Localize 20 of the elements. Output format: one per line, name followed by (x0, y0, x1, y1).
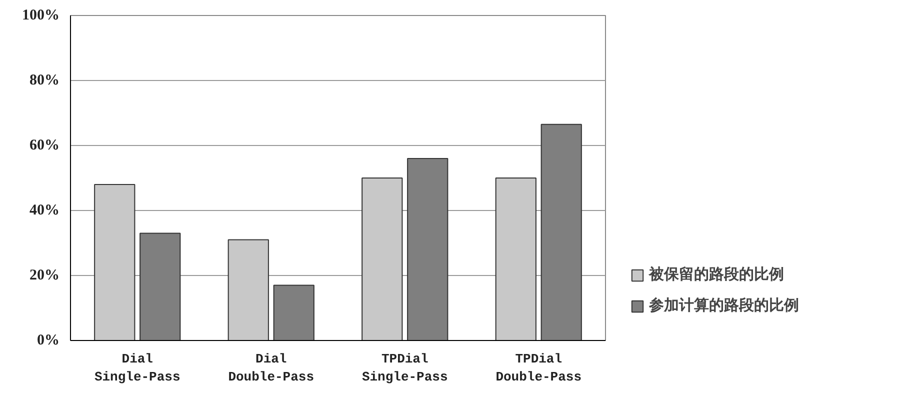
y-tick-label: 100% (22, 8, 60, 24)
bar (495, 178, 536, 340)
bar (140, 232, 181, 340)
x-tick-label: TPDial Double-Pass (496, 352, 582, 384)
x-tick-label: Dial Single-Pass (94, 352, 180, 384)
bar (362, 178, 403, 340)
x-tick-label: TPDial Single-Pass (362, 352, 448, 384)
y-tick-label: 80% (30, 72, 60, 88)
y-tick-label: 60% (30, 138, 60, 154)
legend-label: 参加计算的路段的比例 (649, 296, 799, 315)
bar (228, 239, 269, 340)
bar (94, 184, 136, 340)
x-tick-label: Dial Double-Pass (228, 352, 314, 384)
y-tick-label: 40% (30, 202, 60, 218)
y-tick-label: 0% (37, 332, 60, 348)
bar (540, 124, 582, 340)
bar (273, 284, 314, 340)
bar (407, 158, 448, 340)
y-tick-label: 20% (30, 268, 60, 284)
legend-label: 被保留的路段的比例 (649, 265, 784, 284)
